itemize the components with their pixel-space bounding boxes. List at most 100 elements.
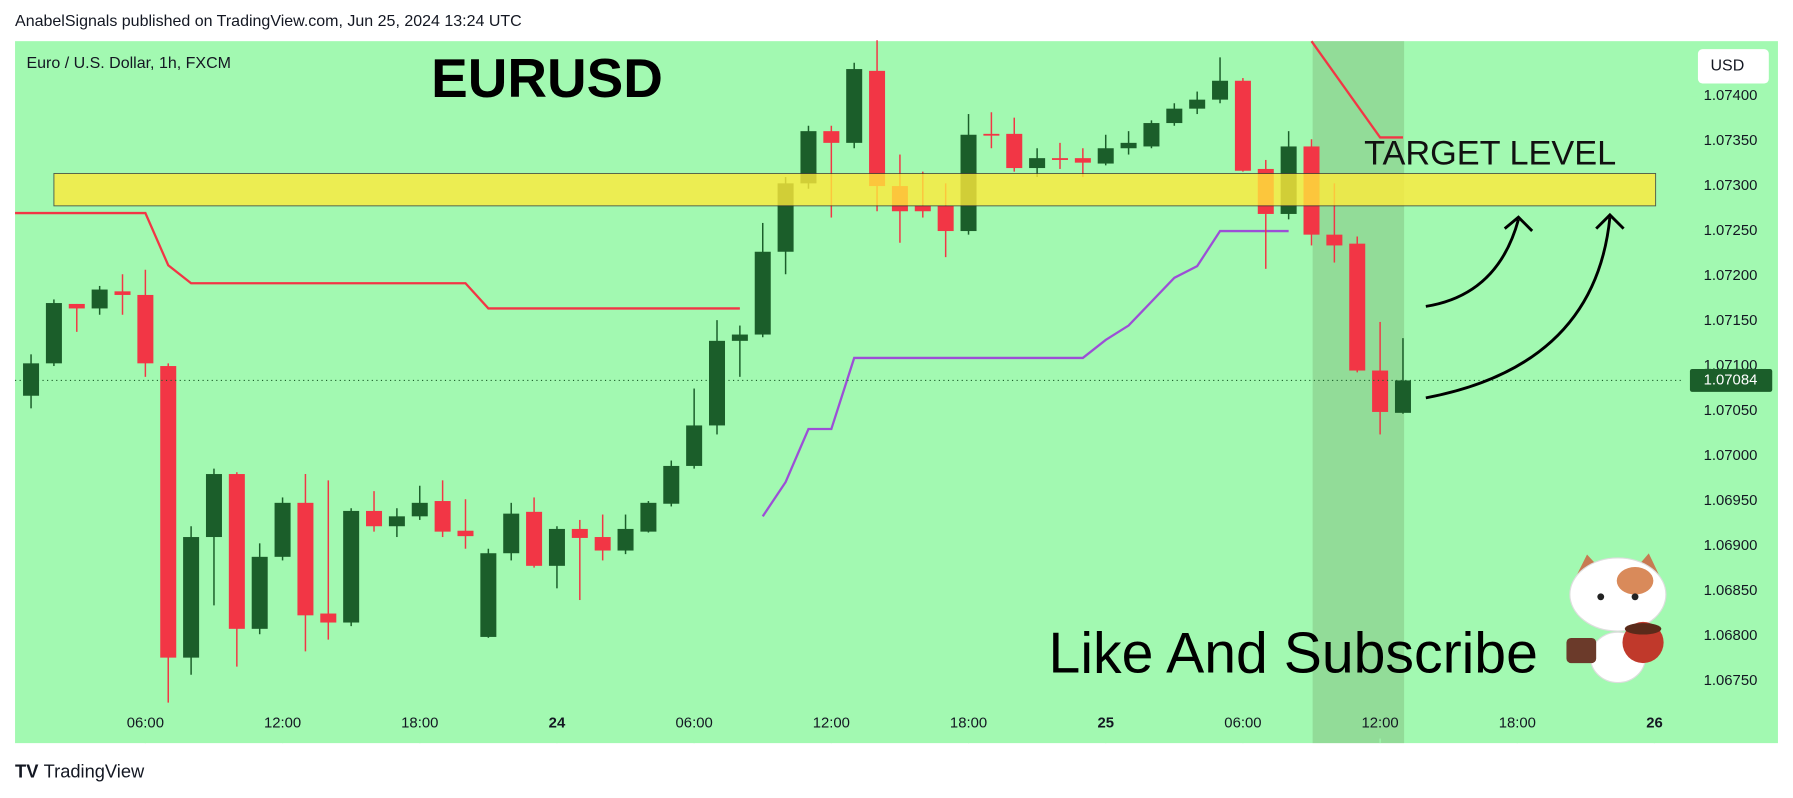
candle-body xyxy=(1166,108,1183,124)
candle-body xyxy=(388,516,405,527)
candle-body xyxy=(274,502,291,557)
candle-body xyxy=(137,294,154,364)
candle-body xyxy=(526,511,543,566)
x-tick-label: 06:00 xyxy=(127,716,164,732)
chart-title: EURUSD xyxy=(431,47,663,109)
candle-body xyxy=(23,363,40,396)
candle-body xyxy=(823,131,840,143)
x-tick-label: 25 xyxy=(1097,716,1114,732)
target-label: TARGET LEVEL xyxy=(1364,135,1616,173)
candle-body xyxy=(1349,243,1366,371)
y-tick-label: 1.06800 xyxy=(1704,628,1758,644)
x-tick-label: 12:00 xyxy=(264,716,301,732)
candle-body xyxy=(731,334,748,341)
candle-body xyxy=(1189,99,1206,109)
last-price-box xyxy=(1689,369,1773,392)
candle-body xyxy=(366,510,383,527)
candle-body xyxy=(663,465,680,504)
y-tick-label: 1.07300 xyxy=(1704,178,1758,194)
candle-body xyxy=(1234,80,1251,171)
candle-body xyxy=(617,528,634,551)
candle-body xyxy=(983,133,1000,136)
candle-body xyxy=(548,528,565,566)
candle-body xyxy=(846,69,863,143)
candle-body xyxy=(869,70,886,187)
candle-body xyxy=(160,366,177,658)
y-tick-label: 1.07400 xyxy=(1704,88,1758,104)
candle-body xyxy=(434,501,451,532)
last-price-label: 1.07084 xyxy=(1704,372,1758,388)
symbol-info: Euro / U.S. Dollar, 1h, FXCM xyxy=(26,55,231,72)
x-tick-label: 24 xyxy=(549,716,566,732)
x-tick-label: 12:00 xyxy=(813,716,850,732)
y-tick-label: 1.07150 xyxy=(1704,313,1758,329)
arrow-head xyxy=(1595,212,1625,230)
candle-body xyxy=(640,502,657,532)
candle-body xyxy=(1143,123,1160,147)
y-tick-label: 1.07250 xyxy=(1704,223,1758,239)
candle-body xyxy=(114,291,131,295)
y-tick-label: 1.07050 xyxy=(1704,403,1758,419)
x-tick-label: 18:00 xyxy=(950,716,987,732)
candle-body xyxy=(686,425,703,466)
candle-body xyxy=(1029,158,1046,169)
x-tick-label: 06:00 xyxy=(676,716,713,732)
candle-body xyxy=(503,513,520,554)
candle-body xyxy=(1326,234,1343,246)
currency-box xyxy=(1697,49,1769,84)
x-tick-label: 06:00 xyxy=(1224,716,1261,732)
x-tick-label: 18:00 xyxy=(401,716,438,732)
candle-body xyxy=(457,530,474,537)
candle-body xyxy=(937,205,954,232)
currency-label: USD xyxy=(1711,58,1745,75)
cat-sticker xyxy=(1566,553,1667,684)
footer-logo: TV xyxy=(15,761,39,782)
candle-body xyxy=(411,502,428,517)
y-tick-label: 1.07000 xyxy=(1704,448,1758,464)
indicator-line xyxy=(1310,40,1403,139)
arrow-head xyxy=(1503,215,1534,232)
candle-body xyxy=(68,303,85,309)
x-tick-label: 26 xyxy=(1646,716,1663,732)
candle-body xyxy=(709,340,726,426)
y-tick-label: 1.06850 xyxy=(1704,583,1758,599)
candle-body xyxy=(251,556,268,629)
subscribe-text: Like And Subscribe xyxy=(1049,621,1538,685)
candle-body xyxy=(571,528,588,538)
x-tick-label: 12:00 xyxy=(1362,716,1399,732)
candle-body xyxy=(91,289,108,309)
candle-body xyxy=(1051,158,1068,160)
indicator-line xyxy=(761,229,1289,517)
candle-body xyxy=(594,537,611,551)
candle-body xyxy=(914,205,931,212)
candle-body xyxy=(205,474,222,538)
y-tick-label: 1.06950 xyxy=(1704,493,1758,509)
x-tick-label: 18:00 xyxy=(1499,716,1536,732)
y-tick-label: 1.07350 xyxy=(1704,133,1758,149)
candle-body xyxy=(1394,380,1411,413)
candle-body xyxy=(183,537,200,658)
candle-body xyxy=(800,131,817,184)
candle-body xyxy=(1074,158,1091,163)
candle-body xyxy=(343,510,360,623)
candle-body xyxy=(480,553,497,637)
target-zone xyxy=(53,172,1657,207)
y-tick-label: 1.06750 xyxy=(1704,673,1758,689)
highlight-band xyxy=(1312,41,1405,744)
candle-body xyxy=(754,251,771,335)
indicator-line xyxy=(15,211,740,310)
candle-body xyxy=(320,613,337,623)
candle-body xyxy=(1097,148,1114,164)
footer-brand: TradingView xyxy=(44,761,145,782)
arrow xyxy=(1425,217,1612,400)
candle-body xyxy=(1120,142,1137,149)
candle-body xyxy=(45,303,62,364)
candle-body xyxy=(297,502,314,616)
candle-body xyxy=(1006,133,1023,169)
chart-background xyxy=(15,41,1778,744)
candle-body xyxy=(1212,80,1229,100)
y-tick-label: 1.07200 xyxy=(1704,268,1758,284)
y-tick-label: 1.06900 xyxy=(1704,538,1758,554)
